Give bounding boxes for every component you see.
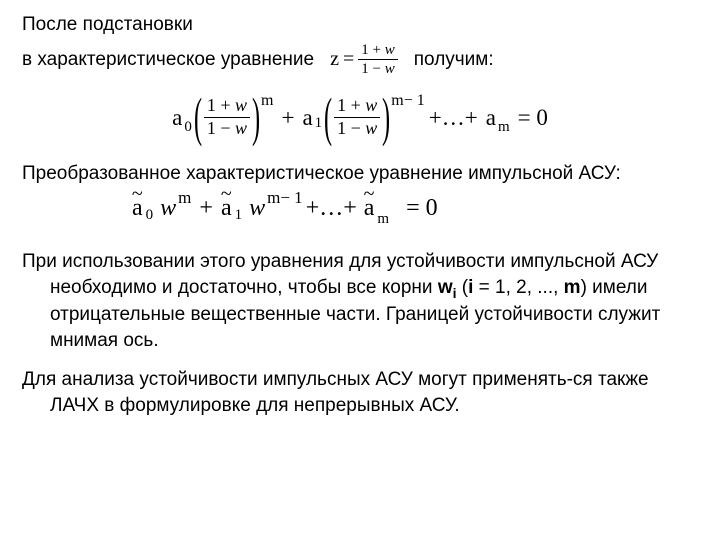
eq1-am-sub: m [498, 117, 510, 137]
eq1-a1-sub: 1 [315, 113, 323, 133]
eq2-a0-a: a [132, 192, 143, 224]
eq-sign: = [343, 46, 354, 73]
eq2-dots: +…+ [306, 192, 357, 224]
equation-2: a 0 w m + a 1 w m− 1 +…+ a m = 0 [22, 192, 698, 224]
eq1-eqzero: = 0 [518, 102, 548, 133]
eq2-am-a: a [364, 192, 375, 224]
eq1-am-a: a [486, 102, 496, 133]
eq1-sup-m1: m− 1 [391, 90, 424, 112]
p3-c: = 1, 2, ..., [473, 277, 563, 298]
eq2-plus1: + [199, 192, 213, 224]
eq1-a0-sub: 0 [184, 117, 192, 137]
frac-num: 1 + w [358, 42, 397, 60]
eq1-sup-m: m [261, 90, 273, 112]
eq1-frac2: 1 + w 1 − w [334, 96, 380, 139]
eq2-sup-m: m [178, 187, 191, 210]
eq2-a0-sub: 0 [146, 205, 154, 225]
inline-equation-z: z = 1 + w 1 − w [330, 42, 398, 78]
eq1-a1-a: a [302, 102, 312, 133]
p3-wi-w: w [438, 277, 453, 298]
eq2-w1: w [160, 192, 176, 224]
p3-b: ( [456, 277, 468, 298]
rparen2: ) [382, 96, 390, 139]
paragraph-4: Для анализа устойчивости импульсных АСУ … [22, 367, 698, 418]
paragraph-line-1: После подстановки [22, 12, 698, 38]
paragraph-2: Преобразованное характеристическое уравн… [22, 161, 698, 187]
lparen: ( [194, 96, 202, 139]
paragraph-3: При использовании этого уравнения для ус… [22, 249, 698, 354]
fraction-inline: 1 + w 1 − w [358, 42, 397, 78]
eq2-sup-m1: m− 1 [267, 187, 303, 210]
eq2-eqzero: = 0 [406, 192, 438, 224]
eq2-am-sub: m [377, 209, 389, 229]
rparen: ) [252, 96, 260, 139]
eq-z: z [330, 46, 339, 73]
eq2-w2: w [249, 192, 265, 224]
eq1-plus1: + [281, 102, 294, 133]
line2-pre: в характеристическое уравнение [22, 47, 314, 73]
eq1-dots: +…+ [429, 102, 478, 133]
lparen2: ( [324, 96, 332, 139]
line2-post: получим: [414, 47, 494, 73]
eq2-a1-sub: 1 [235, 205, 243, 225]
frac-den: 1 − w [358, 59, 397, 78]
equation-1: a 0 ( 1 + w 1 − w ) m + a 1 ( 1 + w 1 − … [22, 96, 698, 139]
eq1-frac1: 1 + w 1 − w [204, 96, 250, 139]
p3-m: m [564, 277, 581, 298]
eq2-a1-a: a [221, 192, 232, 224]
paragraph-line-2: в характеристическое уравнение z = 1 + w… [22, 42, 698, 78]
eq1-a0-a: a [172, 102, 182, 133]
